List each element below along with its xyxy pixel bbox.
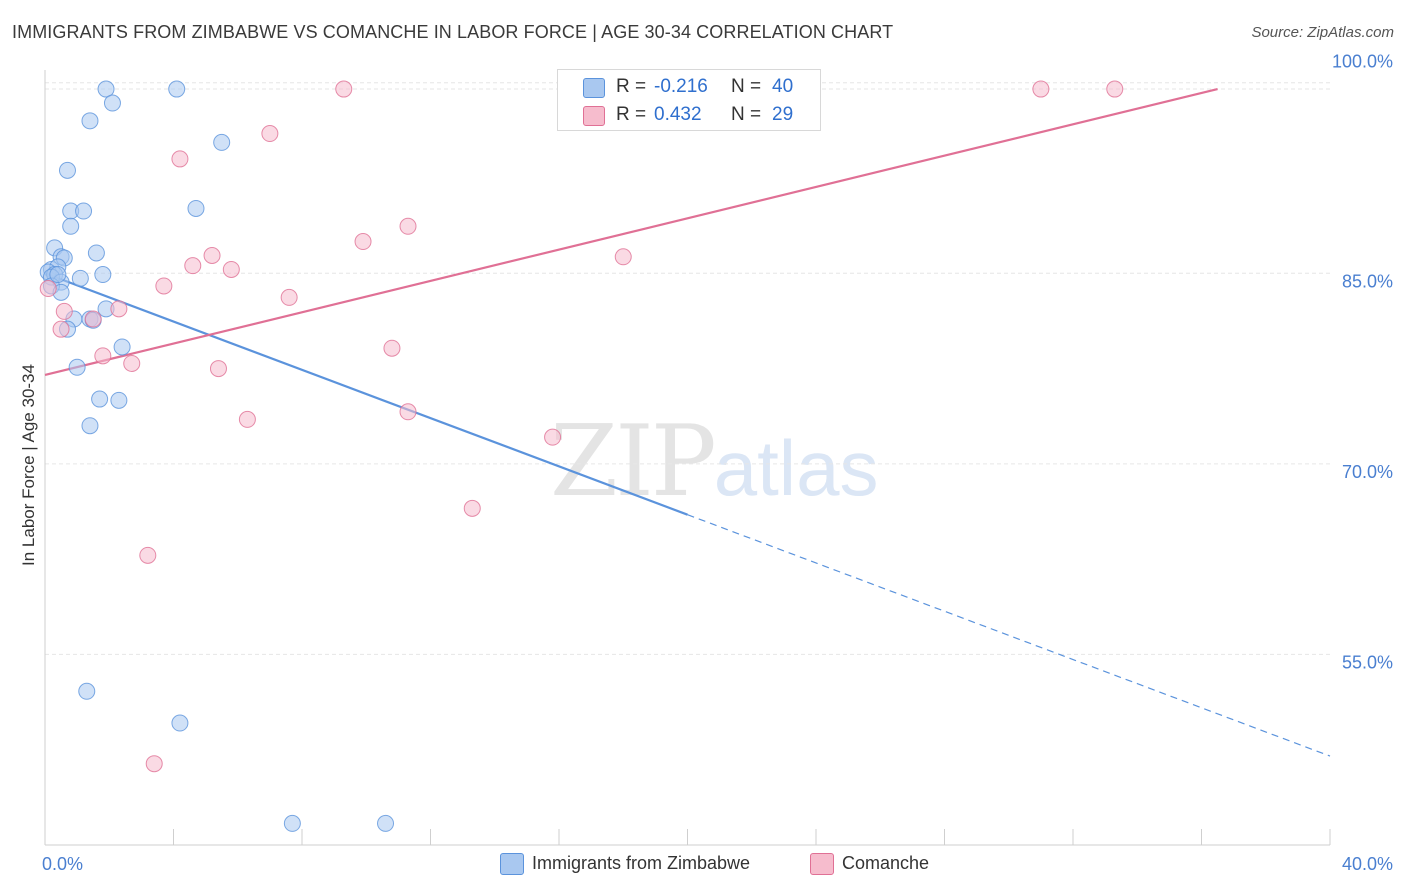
chart-title: IMMIGRANTS FROM ZIMBABWE VS COMANCHE IN … — [12, 22, 894, 42]
trend-line-zimbabwe — [44, 272, 688, 516]
point-comanche — [238, 410, 256, 428]
stats-row-zimbabwe: R = -0.216 N = 40 — [558, 73, 820, 101]
point-comanche — [463, 499, 481, 517]
point-comanche — [94, 347, 112, 365]
stats-swatch-zimbabwe — [583, 78, 605, 98]
x-tick-label-min: 0.0% — [42, 854, 83, 874]
point-zimbabwe — [171, 714, 189, 732]
axes — [44, 70, 1331, 846]
point-comanche — [280, 288, 298, 306]
point-zimbabwe — [71, 269, 89, 287]
point-zimbabwe — [87, 244, 105, 262]
point-comanche — [84, 310, 102, 328]
point-zimbabwe — [62, 217, 80, 235]
watermark-zip: ZIP — [550, 405, 717, 519]
y-tick-label: 55.0% — [1342, 652, 1393, 672]
point-comanche — [399, 403, 417, 421]
n-label: N = — [731, 76, 762, 97]
point-comanche — [55, 302, 73, 320]
grid-lines — [45, 82, 1330, 655]
point-zimbabwe — [94, 266, 112, 284]
n-value-zimbabwe: 40 — [772, 76, 794, 97]
point-comanche — [203, 246, 221, 264]
point-zimbabwe — [75, 202, 93, 220]
point-zimbabwe — [187, 199, 205, 217]
y-tick-label: 70.0% — [1342, 462, 1393, 482]
point-comanche — [52, 320, 70, 338]
point-zimbabwe — [168, 80, 186, 98]
point-comanche — [209, 360, 227, 378]
r-value-comanche: 0.432 — [654, 104, 702, 125]
watermark-atlas: atlas — [713, 424, 879, 512]
source-credit: Source: ZipAtlas.com — [1251, 24, 1394, 41]
r-label: R = — [616, 76, 647, 97]
stats-swatch-comanche — [583, 106, 605, 126]
y-axis-label: In Labor Force | Age 30-34 — [19, 364, 38, 566]
point-comanche — [123, 354, 141, 372]
legend-label-comanche: Comanche — [842, 853, 930, 873]
y-tick-label: 100.0% — [1332, 52, 1393, 72]
data-points — [39, 80, 1124, 832]
point-zimbabwe — [103, 94, 121, 112]
x-tick-label-max: 40.0% — [1342, 854, 1393, 874]
r-label: R = — [616, 104, 647, 125]
tick-labels: 55.0% 70.0% 85.0% 100.0% 0.0% 40.0% — [42, 52, 1393, 874]
point-zimbabwe — [213, 133, 231, 151]
point-zimbabwe — [113, 338, 131, 356]
point-comanche — [261, 125, 279, 143]
point-comanche — [184, 257, 202, 275]
point-zimbabwe — [78, 682, 96, 700]
n-label: N = — [731, 104, 762, 125]
y-tick-label: 85.0% — [1342, 271, 1393, 291]
point-comanche — [222, 260, 240, 278]
point-zimbabwe — [68, 358, 86, 376]
point-zimbabwe — [91, 390, 109, 408]
point-zimbabwe — [377, 814, 395, 832]
point-zimbabwe — [49, 266, 67, 284]
legend-swatch-zimbabwe — [500, 853, 524, 875]
legend-swatch-comanche — [810, 853, 834, 875]
stats-row-comanche: R = 0.432 N = 29 — [558, 101, 820, 129]
watermark: ZIPatlas — [550, 405, 879, 519]
trend-line-comanche — [44, 87, 1218, 376]
point-zimbabwe — [58, 161, 76, 179]
point-comanche — [399, 217, 417, 235]
point-comanche — [335, 80, 353, 98]
point-comanche — [171, 150, 189, 168]
point-comanche — [155, 277, 173, 295]
point-comanche — [383, 339, 401, 357]
point-comanche — [139, 546, 157, 564]
point-zimbabwe — [81, 112, 99, 130]
point-comanche — [39, 280, 57, 298]
point-comanche — [1032, 80, 1050, 98]
stats-box: R = -0.216 N = 40 R = 0.432 N = 29 — [557, 69, 821, 131]
point-zimbabwe — [81, 417, 99, 435]
point-comanche — [110, 300, 128, 318]
point-comanche — [544, 428, 562, 446]
n-value-comanche: 29 — [772, 104, 794, 125]
trend-lines — [44, 87, 1331, 757]
point-zimbabwe — [97, 80, 115, 98]
trend-line-extrapolated-zimbabwe — [687, 514, 1331, 757]
point-comanche — [145, 755, 163, 773]
point-zimbabwe — [110, 391, 128, 409]
r-value-zimbabwe: -0.216 — [654, 76, 708, 97]
point-comanche — [1106, 80, 1124, 98]
point-zimbabwe — [283, 814, 301, 832]
legend-label-zimbabwe: Immigrants from Zimbabwe — [532, 853, 751, 873]
point-comanche — [614, 248, 632, 266]
point-comanche — [354, 233, 372, 251]
